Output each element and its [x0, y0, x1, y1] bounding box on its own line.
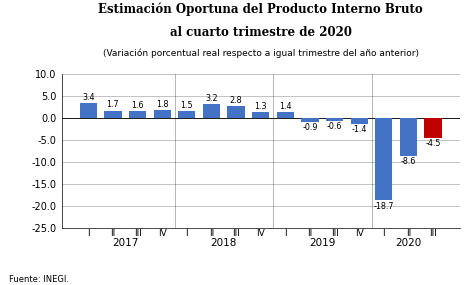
Bar	[301, 118, 319, 122]
Text: 1.5: 1.5	[181, 101, 193, 110]
Text: 2017: 2017	[112, 238, 138, 248]
Text: 2020: 2020	[395, 238, 421, 248]
Text: 2018: 2018	[210, 238, 237, 248]
Text: 2019: 2019	[309, 238, 336, 248]
Text: -0.9: -0.9	[302, 123, 318, 132]
Bar	[80, 103, 97, 118]
Text: -18.7: -18.7	[374, 202, 394, 211]
Text: 3.2: 3.2	[205, 94, 218, 103]
Text: -1.4: -1.4	[352, 125, 367, 134]
Text: 1.8: 1.8	[156, 100, 168, 109]
Text: 1.7: 1.7	[107, 101, 119, 109]
Bar	[154, 110, 171, 118]
Bar	[228, 106, 245, 118]
Bar	[178, 111, 195, 118]
Bar	[424, 118, 442, 138]
Bar	[375, 118, 392, 200]
Text: 2.8: 2.8	[230, 96, 242, 105]
Text: Estimación Oportuna del Producto Interno Bruto: Estimación Oportuna del Producto Interno…	[98, 3, 423, 16]
Text: Fuente: INEGI.: Fuente: INEGI.	[9, 274, 70, 284]
Text: al cuarto trimestre de 2020: al cuarto trimestre de 2020	[170, 26, 352, 39]
Bar	[252, 112, 269, 118]
Text: -0.6: -0.6	[327, 122, 342, 131]
Bar	[104, 111, 121, 118]
Text: 1.6: 1.6	[131, 101, 144, 110]
Bar	[326, 118, 343, 121]
Text: 1.4: 1.4	[279, 102, 292, 111]
Text: 1.3: 1.3	[255, 102, 267, 111]
Bar	[400, 118, 417, 156]
Bar	[277, 112, 294, 118]
Text: (Variación porcentual real respecto a igual trimestre del año anterior): (Variación porcentual real respecto a ig…	[103, 48, 419, 58]
Bar	[203, 104, 220, 118]
Text: 3.4: 3.4	[82, 93, 95, 102]
Bar	[351, 118, 368, 124]
Bar	[129, 111, 146, 118]
Text: -8.6: -8.6	[401, 157, 416, 166]
Text: -4.5: -4.5	[425, 139, 441, 148]
